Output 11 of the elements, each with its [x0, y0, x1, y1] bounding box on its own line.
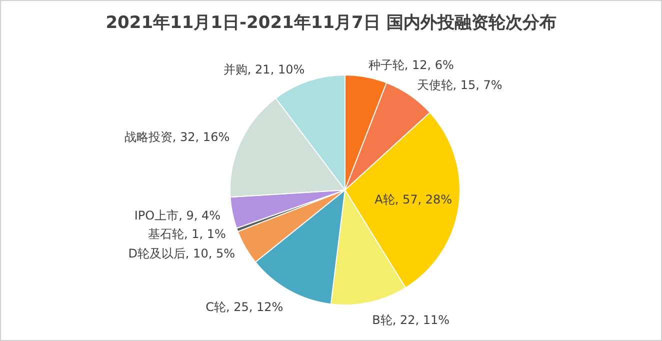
- slice-label: C轮, 25, 12%: [206, 300, 284, 314]
- slice-label: D轮及以后, 10, 5%: [128, 246, 236, 260]
- slice-label: A轮, 57, 28%: [374, 192, 452, 207]
- chart-title: 2021年11月1日-2021年11月7日 国内外投融资轮次分布: [106, 13, 556, 33]
- slice-label: 天使轮, 15, 7%: [416, 78, 502, 92]
- slice-label: 战略投资, 32, 16%: [124, 130, 230, 144]
- slice-label: 种子轮, 12, 6%: [368, 58, 454, 72]
- slice-label: IPO上市, 9, 4%: [134, 208, 221, 222]
- slice-label: 基石轮, 1, 1%: [148, 227, 226, 242]
- slice-label: B轮, 22, 11%: [372, 313, 450, 328]
- slice-label: 并购, 21, 10%: [223, 62, 305, 77]
